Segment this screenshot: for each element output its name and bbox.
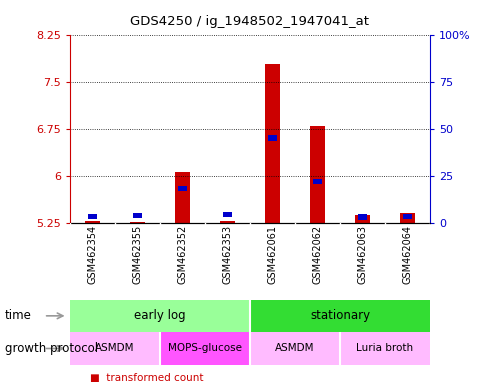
Bar — [174, 172, 190, 223]
Bar — [70, 300, 250, 332]
Text: time: time — [5, 310, 32, 322]
Text: GSM462061: GSM462061 — [268, 225, 278, 284]
Text: stationary: stationary — [310, 310, 370, 322]
Text: Luria broth: Luria broth — [356, 343, 414, 354]
Text: GSM462352: GSM462352 — [178, 225, 188, 284]
Bar — [134, 213, 141, 218]
Text: early log: early log — [134, 310, 186, 322]
Bar — [224, 212, 232, 217]
Text: GSM462355: GSM462355 — [132, 225, 142, 284]
Bar — [130, 222, 146, 223]
Bar — [84, 222, 100, 223]
Text: GSM462354: GSM462354 — [88, 225, 98, 284]
Bar — [358, 214, 366, 220]
Bar — [310, 126, 326, 223]
Text: growth protocol: growth protocol — [5, 342, 98, 355]
Bar — [160, 332, 250, 365]
Bar — [264, 64, 280, 223]
Bar — [404, 214, 411, 219]
Text: MOPS-glucose: MOPS-glucose — [168, 343, 242, 354]
Bar — [220, 222, 236, 223]
Bar — [268, 136, 276, 141]
Text: GSM462064: GSM462064 — [402, 225, 412, 284]
Bar — [250, 332, 340, 365]
Text: GDS4250 / ig_1948502_1947041_at: GDS4250 / ig_1948502_1947041_at — [130, 15, 370, 28]
Bar — [70, 332, 160, 365]
Text: GSM462063: GSM462063 — [358, 225, 368, 284]
Text: ASMDM: ASMDM — [275, 343, 315, 354]
Bar — [250, 300, 430, 332]
Bar — [354, 215, 370, 223]
Text: ASMDM: ASMDM — [95, 343, 135, 354]
Bar — [314, 179, 322, 184]
Bar — [178, 186, 186, 192]
Text: ■  transformed count: ■ transformed count — [90, 373, 204, 383]
Bar — [340, 332, 430, 365]
Bar — [88, 214, 96, 219]
Bar — [400, 214, 415, 223]
Text: GSM462062: GSM462062 — [312, 225, 322, 284]
Text: GSM462353: GSM462353 — [222, 225, 232, 284]
